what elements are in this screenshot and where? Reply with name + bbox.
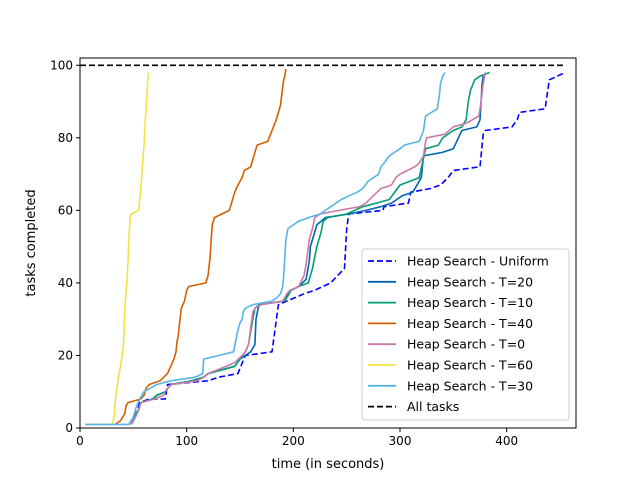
- legend-label-heap-search-t-60: Heap Search - T=60: [407, 358, 533, 373]
- y-tick-label: 100: [50, 58, 73, 72]
- x-tick-label: 300: [389, 434, 412, 448]
- x-tick-label: 400: [495, 434, 518, 448]
- legend-label-all-tasks: All tasks: [407, 399, 459, 414]
- x-tick-label: 200: [282, 434, 305, 448]
- legend-label-heap-search-t-40: Heap Search - T=40: [407, 316, 533, 331]
- legend-label-heap-search-t-10: Heap Search - T=10: [407, 295, 533, 310]
- y-tick-label: 20: [58, 348, 73, 362]
- series-line-heap-search-uniform: [130, 71, 566, 425]
- legend-label-heap-search-uniform: Heap Search - Uniform: [407, 254, 549, 269]
- y-axis: 0 20 40 60 80 100: [50, 58, 80, 435]
- legend-label-heap-search-t-0: Heap Search - T=0: [407, 337, 525, 352]
- plot-frame: [79, 57, 577, 429]
- y-tick-label: 80: [58, 131, 73, 145]
- y-tick-label: 60: [58, 203, 73, 217]
- legend: Heap Search - Uniform Heap Search - T=20 H…: [361, 248, 570, 421]
- x-tick-label: 100: [175, 434, 198, 448]
- y-axis-label: tasks completed: [24, 189, 39, 296]
- series-line-heap-search-t-60: [85, 72, 150, 426]
- y-tick-label: 0: [65, 421, 73, 435]
- x-tick-label: 0: [76, 434, 84, 448]
- y-tick-label: 40: [58, 276, 73, 290]
- x-axis: 0 100 200 300 400: [76, 428, 518, 448]
- series-layer: [80, 64, 566, 426]
- legend-label-heap-search-t-20: Heap Search - T=20: [407, 274, 533, 289]
- x-axis-label: time (in seconds): [272, 457, 385, 472]
- legend-label-heap-search-t-30: Heap Search - T=30: [407, 378, 533, 393]
- legend-box: [361, 248, 570, 421]
- series-line-heap-search-t-0: [130, 72, 487, 425]
- series-line-heap-search-t-30: [85, 72, 446, 426]
